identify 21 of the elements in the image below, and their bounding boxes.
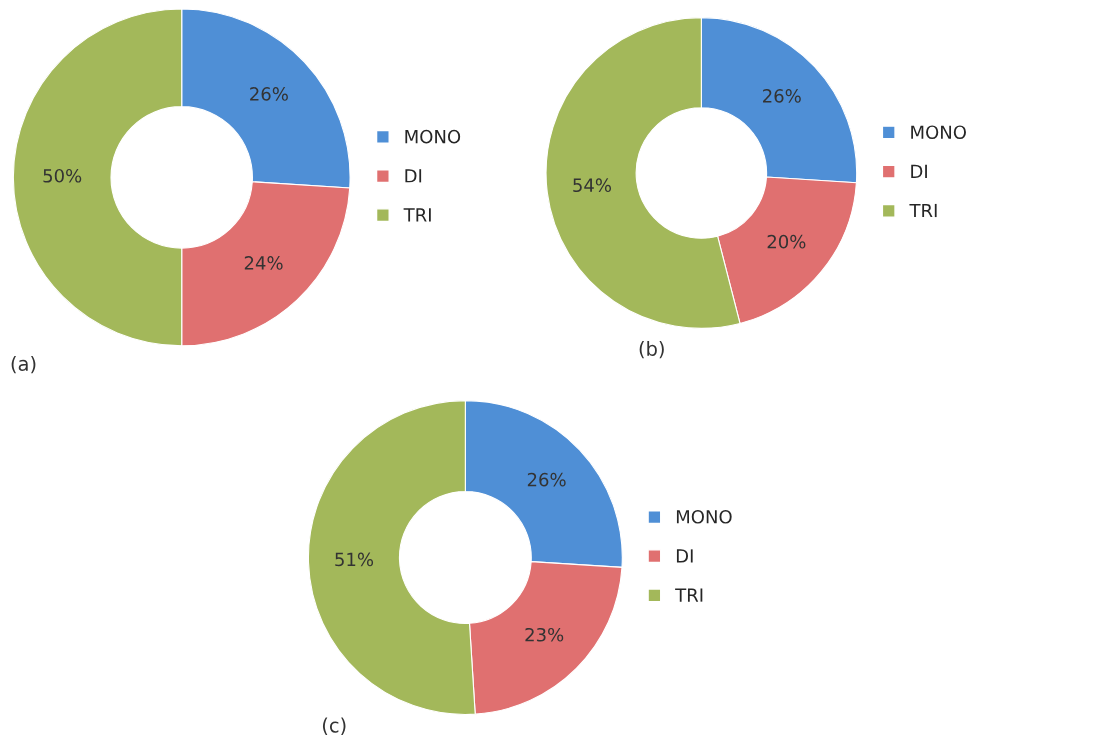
legend-label: DI xyxy=(911,164,927,178)
data-label: 24% xyxy=(244,256,283,270)
legend-label: TRI xyxy=(403,208,431,222)
data-label: 26% xyxy=(527,472,566,487)
text: (b) xyxy=(639,340,664,359)
legend-label: MONO xyxy=(676,509,732,524)
data-label: 54% xyxy=(573,178,612,193)
data-label: 51% xyxy=(335,552,374,567)
legend-label: MONO xyxy=(911,125,966,140)
legend-label: MONO xyxy=(405,129,461,144)
legend-label: TRI xyxy=(909,203,937,218)
legend-label: DI xyxy=(405,169,422,183)
data-label: 20% xyxy=(767,234,806,249)
text: (a) xyxy=(11,356,36,374)
data-label: 26% xyxy=(763,89,801,103)
text: (c) xyxy=(322,717,346,735)
data-label: 50% xyxy=(43,168,82,183)
data-label: 23% xyxy=(525,627,564,642)
legend-label: TRI xyxy=(675,588,703,602)
data-label: 26% xyxy=(250,87,288,101)
legend-label: DI xyxy=(676,549,693,563)
